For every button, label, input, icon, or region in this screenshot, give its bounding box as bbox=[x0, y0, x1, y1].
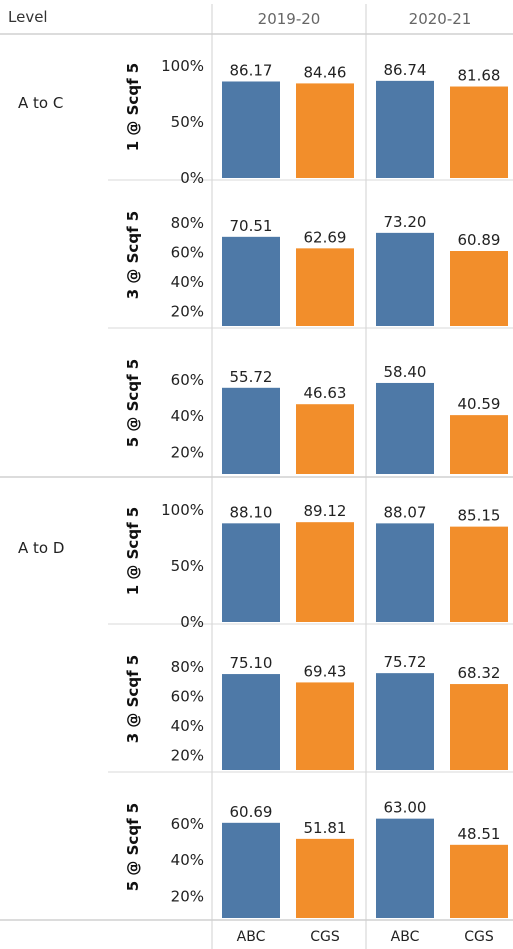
bar-abc bbox=[222, 387, 280, 474]
panel-metric-label: 5 @ Scqf 5 bbox=[124, 803, 142, 892]
y-tick-label: 20% bbox=[171, 443, 204, 461]
y-tick-label: 20% bbox=[171, 746, 204, 764]
x-category-cgs: CGS bbox=[464, 929, 494, 945]
y-tick-label: 100% bbox=[161, 57, 204, 75]
bar-abc bbox=[376, 673, 434, 770]
row-header-label: Level bbox=[8, 8, 48, 26]
bar-value-label: 81.68 bbox=[458, 67, 501, 85]
y-tick-label: 50% bbox=[171, 557, 204, 575]
panel-metric-label: 3 @ Scqf 5 bbox=[124, 655, 142, 744]
bar-value-label: 60.89 bbox=[458, 231, 501, 249]
bar-cgs bbox=[296, 522, 354, 622]
y-tick-label: 60% bbox=[171, 815, 204, 833]
y-tick-label: 20% bbox=[171, 302, 204, 320]
panel-metric-label: 5 @ Scqf 5 bbox=[124, 359, 142, 448]
bar-abc bbox=[376, 80, 434, 178]
bar-value-label: 60.69 bbox=[230, 803, 273, 821]
bar-value-label: 58.40 bbox=[384, 363, 427, 381]
bar-cgs bbox=[296, 248, 354, 326]
panel-metric-label: 1 @ Scqf 5 bbox=[124, 507, 142, 596]
bar-value-label: 62.69 bbox=[304, 228, 347, 246]
bar-value-label: 48.51 bbox=[458, 825, 501, 843]
bar-value-label: 46.63 bbox=[304, 384, 347, 402]
bar-value-label: 73.20 bbox=[384, 213, 427, 231]
bar-abc bbox=[376, 523, 434, 622]
bar-value-label: 55.72 bbox=[230, 368, 273, 386]
y-tick-label: 40% bbox=[171, 851, 204, 869]
column-header-2020-21: 2020-21 bbox=[409, 10, 472, 28]
bar-abc bbox=[222, 236, 280, 326]
bar-value-label: 69.43 bbox=[304, 662, 347, 680]
y-tick-label: 80% bbox=[171, 214, 204, 232]
bar-value-label: 70.51 bbox=[230, 217, 273, 235]
bar-cgs bbox=[450, 526, 508, 622]
bar-abc bbox=[222, 674, 280, 770]
bar-value-label: 40.59 bbox=[458, 395, 501, 413]
y-tick-label: 0% bbox=[180, 169, 204, 187]
panel-metric-label: 1 @ Scqf 5 bbox=[124, 63, 142, 152]
bar-value-label: 63.00 bbox=[384, 799, 427, 817]
y-tick-label: 80% bbox=[171, 658, 204, 676]
y-tick-label: 20% bbox=[171, 887, 204, 905]
bar-abc bbox=[222, 822, 280, 918]
bar-abc bbox=[376, 818, 434, 918]
bar-cgs bbox=[296, 404, 354, 474]
x-category-abc: ABC bbox=[391, 929, 420, 945]
x-category-abc: ABC bbox=[237, 929, 266, 945]
bar-value-label: 85.15 bbox=[458, 507, 501, 525]
column-header-2019-20: 2019-20 bbox=[258, 10, 321, 28]
bar-value-label: 51.81 bbox=[304, 819, 347, 837]
y-tick-label: 0% bbox=[180, 613, 204, 631]
y-tick-label: 40% bbox=[171, 717, 204, 735]
bar-cgs bbox=[450, 86, 508, 178]
bar-value-label: 89.12 bbox=[304, 502, 347, 520]
bar-value-label: 68.32 bbox=[458, 664, 501, 682]
panel-metric-label: 3 @ Scqf 5 bbox=[124, 211, 142, 300]
y-tick-label: 60% bbox=[171, 687, 204, 705]
bar-cgs bbox=[296, 838, 354, 918]
bar-value-label: 84.46 bbox=[304, 63, 347, 81]
y-tick-label: 50% bbox=[171, 113, 204, 131]
y-tick-label: 40% bbox=[171, 273, 204, 291]
bar-abc bbox=[222, 81, 280, 178]
y-tick-label: 100% bbox=[161, 501, 204, 519]
bar-cgs bbox=[450, 844, 508, 918]
bar-cgs bbox=[296, 682, 354, 770]
y-tick-label: 40% bbox=[171, 407, 204, 425]
level-label: A to C bbox=[18, 94, 63, 112]
y-tick-label: 60% bbox=[171, 243, 204, 261]
bar-value-label: 88.07 bbox=[384, 503, 427, 521]
bar-value-label: 75.72 bbox=[384, 653, 427, 671]
bar-value-label: 75.10 bbox=[230, 654, 273, 672]
bar-abc bbox=[376, 232, 434, 326]
bar-cgs bbox=[450, 415, 508, 474]
bar-value-label: 86.74 bbox=[384, 61, 427, 79]
y-tick-label: 60% bbox=[171, 371, 204, 389]
bar-abc bbox=[222, 523, 280, 622]
level-label: A to D bbox=[18, 539, 64, 557]
bar-value-label: 86.17 bbox=[230, 61, 273, 79]
bar-cgs bbox=[450, 251, 508, 326]
x-category-cgs: CGS bbox=[310, 929, 340, 945]
bar-value-label: 88.10 bbox=[230, 503, 273, 521]
bar-cgs bbox=[296, 83, 354, 178]
bar-abc bbox=[376, 382, 434, 474]
bar-cgs bbox=[450, 684, 508, 770]
